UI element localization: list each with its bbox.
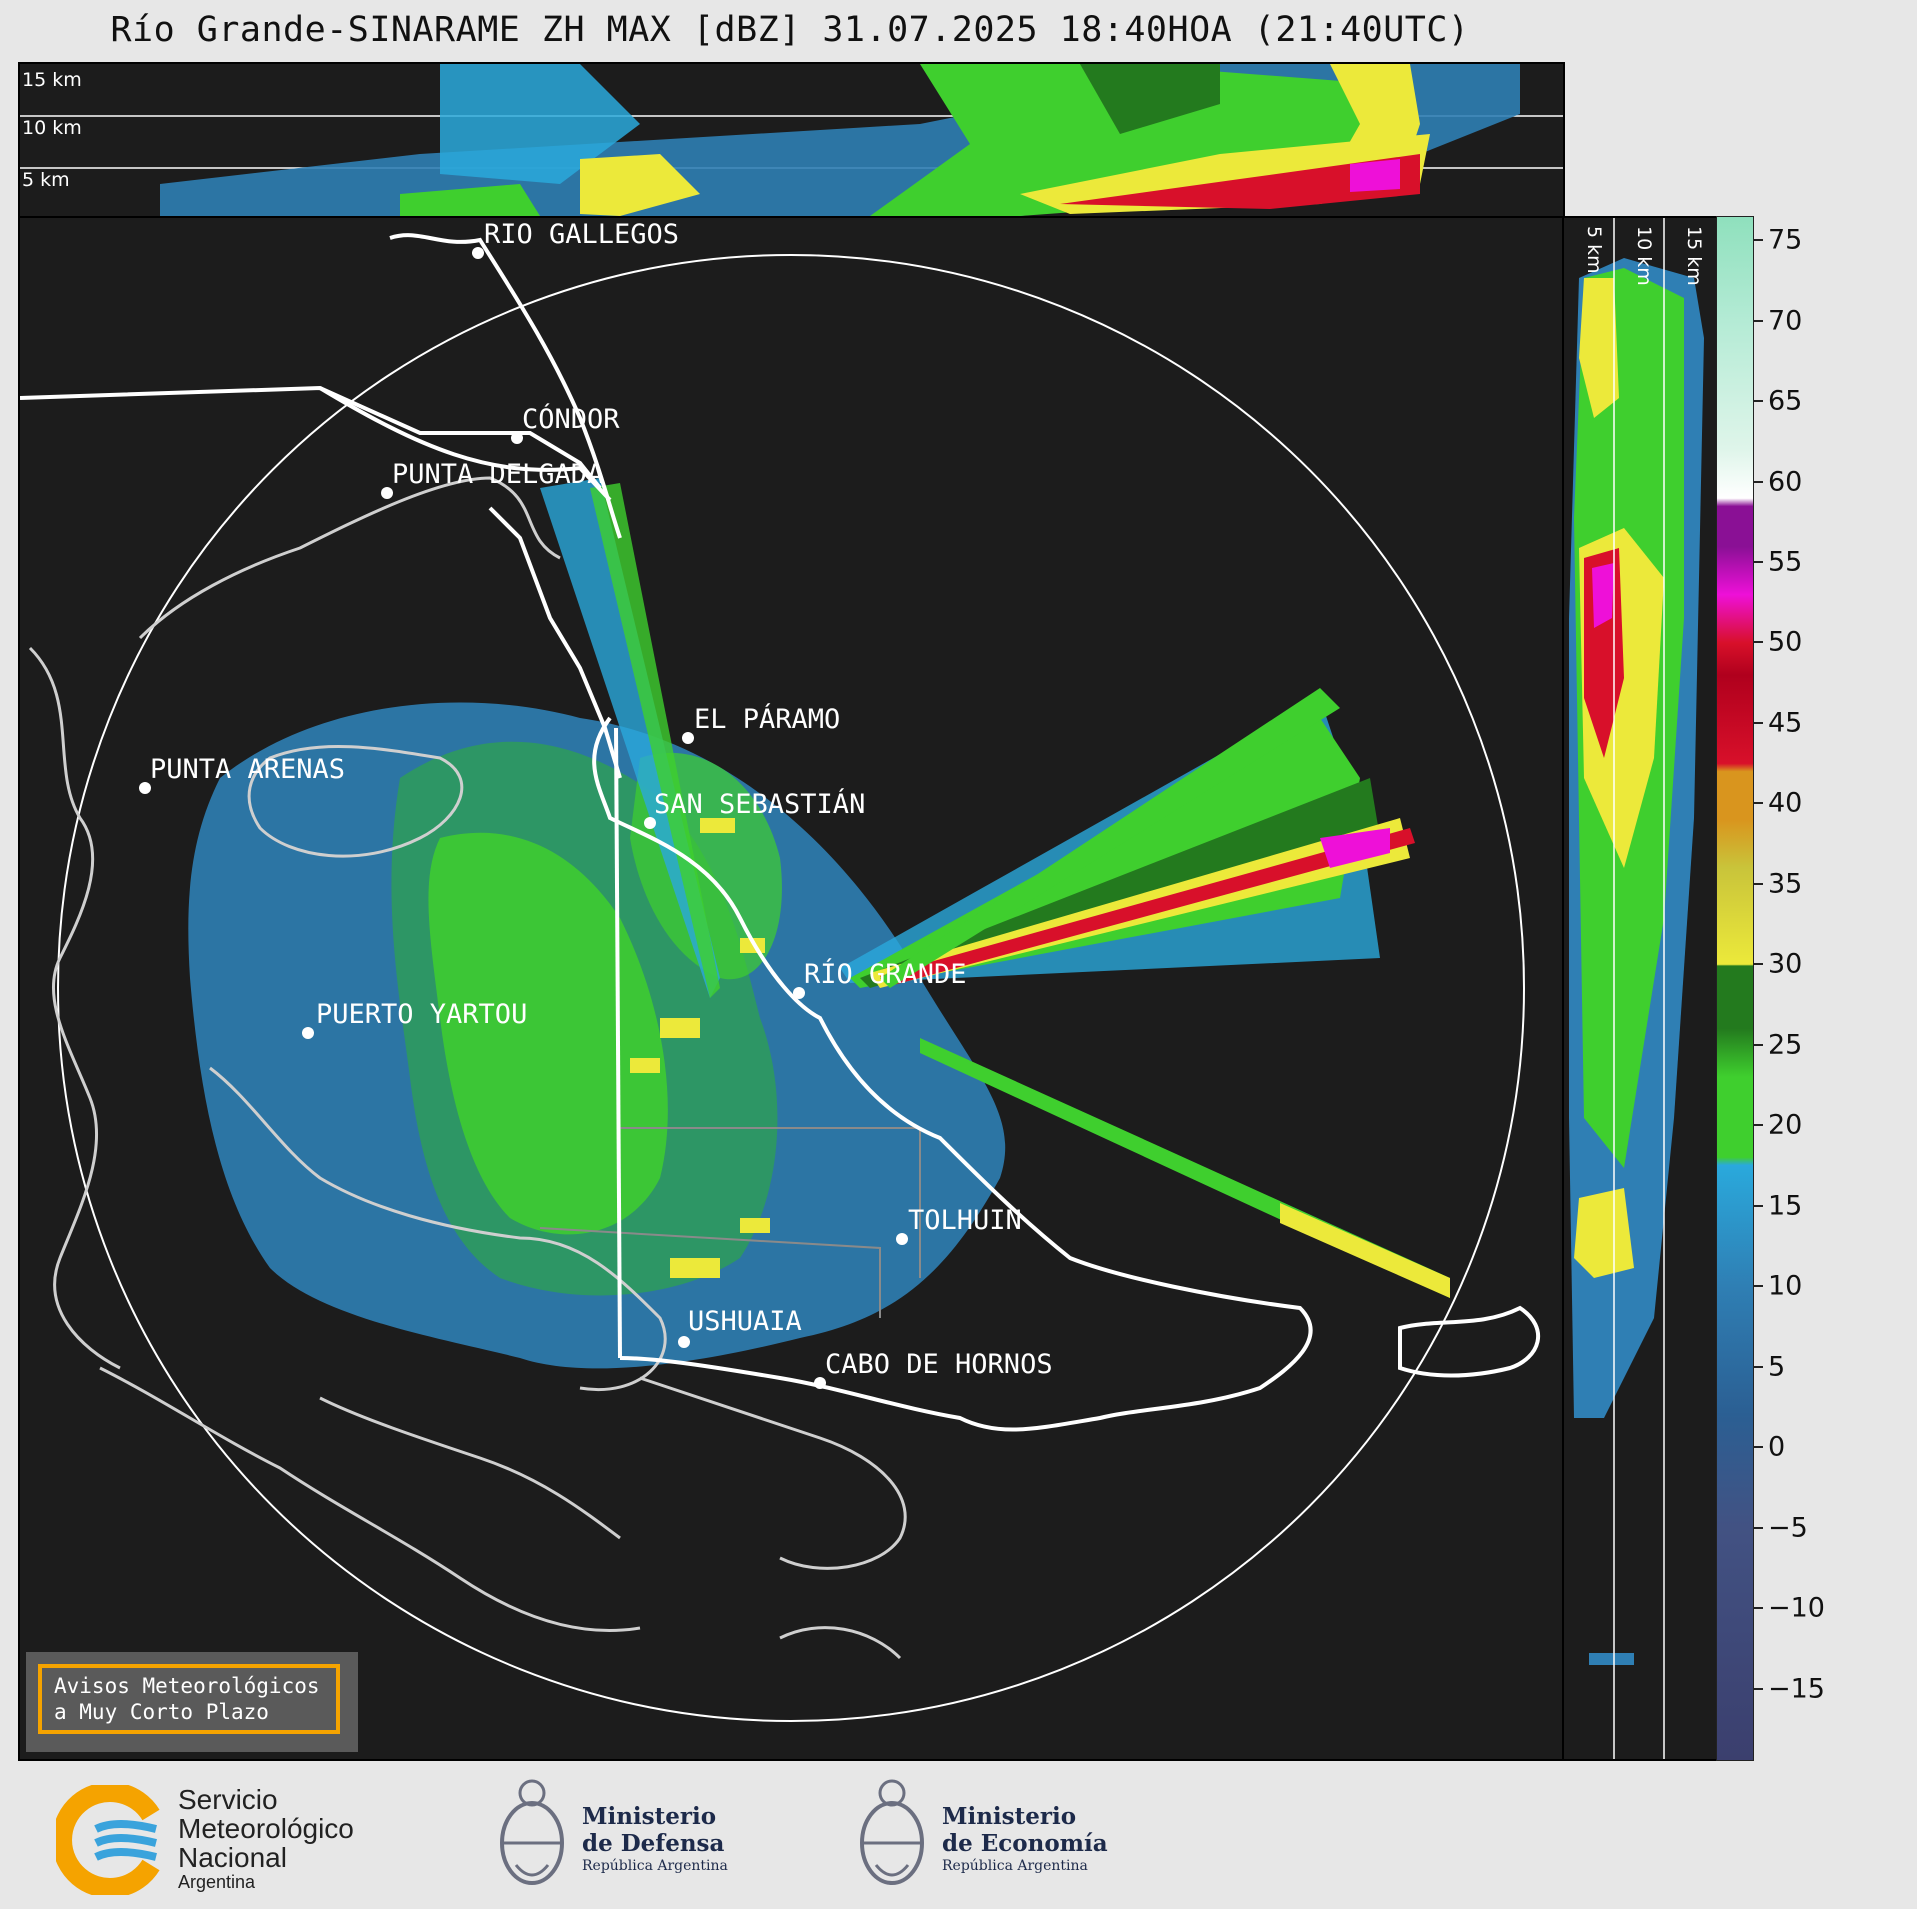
smn-line-1: Servicio (178, 1784, 278, 1815)
top-10km-label: 10 km (22, 117, 82, 139)
tierra-del-fuego-outline (20, 233, 1541, 1432)
notice-line-1: Avisos Meteorológicos (54, 1674, 320, 1698)
city-label-punta-arenas: PUNTA ARENAS (150, 754, 345, 785)
colorbar-tick (1754, 239, 1763, 242)
city-label-punta-delgada: PUNTA DELGADA (392, 459, 603, 490)
city-label-condor: CÓNDOR (522, 403, 620, 435)
economia-line-1: Ministerio (942, 1803, 1077, 1830)
colorbar-tick (1754, 1607, 1763, 1610)
range-ring (57, 254, 1525, 1722)
city-label-tolhuin: TOLHUIN (908, 1205, 1022, 1236)
colorbar-tick (1754, 400, 1763, 403)
colorbar-tick-label: 15 (1768, 1190, 1803, 1222)
top-cross-section-panel: 15 km 10 km 5 km (18, 62, 1565, 218)
notice-box[interactable]: Avisos Meteorológicos a Muy Corto Plazo (26, 1652, 358, 1752)
top-cross-section-echoes (160, 64, 1520, 216)
ministerio-economia-logo: Ministerio de Economía República Argenti… (856, 1775, 1136, 1900)
colorbar-tick (1754, 561, 1763, 564)
defensa-line-3: República Argentina (582, 1858, 728, 1874)
smn-emblem-icon (56, 1785, 160, 1895)
colorbar-tick-label: −5 (1768, 1512, 1808, 1544)
city-label-rio-gallegos: RIO GALLEGOS (484, 219, 679, 250)
colorbar-tick-label: 55 (1768, 546, 1803, 578)
colorbar-tick-label: 65 (1768, 385, 1803, 417)
colorbar-tick (1754, 480, 1763, 483)
colorbar-tick-label: 20 (1768, 1109, 1803, 1141)
colorbar-tick-label: 40 (1768, 787, 1803, 819)
colorbar-tick (1754, 319, 1763, 322)
colorbar-tick-label: 45 (1768, 707, 1803, 739)
city-label-ushuaia: USHUAIA (688, 1306, 802, 1337)
colorbar-tick (1754, 1285, 1763, 1288)
smn-line-4: Argentina (178, 1872, 256, 1892)
colorbar-tick (1754, 1687, 1763, 1690)
colorbar-tick (1754, 882, 1763, 885)
notice-line-2: a Muy Corto Plazo (54, 1700, 269, 1724)
dbz-colorbar (1716, 216, 1754, 1761)
economia-line-3: República Argentina (942, 1858, 1088, 1874)
top-15km-label: 15 km (22, 69, 82, 91)
city-label-cabo-de-hornos: CABO DE HORNOS (825, 1349, 1053, 1380)
city-label-el-paramo: EL PÁRAMO (694, 703, 840, 735)
colorbar-tick (1754, 1446, 1763, 1449)
argentina-shield-icon (860, 1779, 924, 1885)
radar-echoes (188, 478, 1450, 1369)
smn-line-3: Nacional (178, 1842, 287, 1873)
colorbar-tick-label: 10 (1768, 1270, 1803, 1302)
colorbar-tick-label: 25 (1768, 1029, 1803, 1061)
smn-logo: Servicio Meteorológico Nacional Argentin… (56, 1785, 396, 1895)
argentina-shield-icon (500, 1779, 564, 1885)
colorbar-tick-label: 30 (1768, 948, 1803, 980)
colorbar-tick-label: 35 (1768, 868, 1803, 900)
radar-map-panel[interactable]: RIO GALLEGOS CÓNDOR PUNTA DELGADA EL PÁR… (18, 216, 1565, 1761)
coastlines (28, 476, 907, 1660)
colorbar-tick-label: −15 (1768, 1673, 1825, 1705)
side-cross-section-panel: 5 km 10 km 15 km (1562, 216, 1718, 1761)
colorbar-tick-label: 75 (1768, 224, 1803, 256)
ministerio-defensa-logo: Ministerio de Defensa República Argentin… (496, 1775, 756, 1900)
defensa-line-2: de Defensa (582, 1830, 725, 1857)
side-cross-section-echoes (1569, 258, 1704, 1665)
smn-line-2: Meteorológico (178, 1813, 354, 1844)
colorbar-tick (1754, 1365, 1763, 1368)
colorbar-tick (1754, 1526, 1763, 1529)
chart-title: Río Grande-SINARAME ZH MAX [dBZ] 31.07.2… (110, 10, 1470, 50)
colorbar-tick-label: 60 (1768, 466, 1803, 498)
notice-frame: Avisos Meteorológicos a Muy Corto Plazo (38, 1664, 340, 1734)
side-10km-label: 10 km (1633, 226, 1655, 286)
defensa-line-1: Ministerio (582, 1803, 717, 1830)
colorbar-tick (1754, 1204, 1763, 1207)
colorbar-tick (1754, 802, 1763, 805)
city-markers (139, 247, 908, 1389)
city-label-san-sebastian: SAN SEBASTIÁN (654, 788, 865, 820)
colorbar-tick (1754, 1124, 1763, 1127)
side-5km-label: 5 km (1583, 226, 1605, 274)
colorbar-tick-label: 70 (1768, 305, 1803, 337)
city-label-rio-grande: RÍO GRANDE (804, 958, 967, 990)
top-5km-label: 5 km (22, 169, 70, 191)
colorbar-tick-label: 5 (1768, 1351, 1786, 1383)
colorbar-tick-label: 50 (1768, 626, 1803, 658)
colorbar-tick (1754, 721, 1763, 724)
colorbar-tick (1754, 1043, 1763, 1046)
city-label-puerto-yartou: PUERTO YARTOU (316, 999, 527, 1030)
side-15km-label: 15 km (1683, 226, 1705, 286)
colorbar-tick-label: 0 (1768, 1431, 1786, 1463)
colorbar-tick-label: −10 (1768, 1592, 1825, 1624)
colorbar-tick (1754, 963, 1763, 966)
colorbar-tick (1754, 641, 1763, 644)
economia-line-2: de Economía (942, 1830, 1108, 1857)
